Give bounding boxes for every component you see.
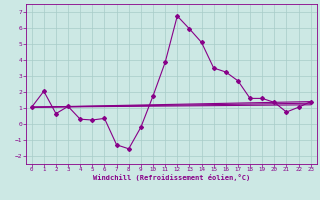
- X-axis label: Windchill (Refroidissement éolien,°C): Windchill (Refroidissement éolien,°C): [92, 174, 250, 181]
